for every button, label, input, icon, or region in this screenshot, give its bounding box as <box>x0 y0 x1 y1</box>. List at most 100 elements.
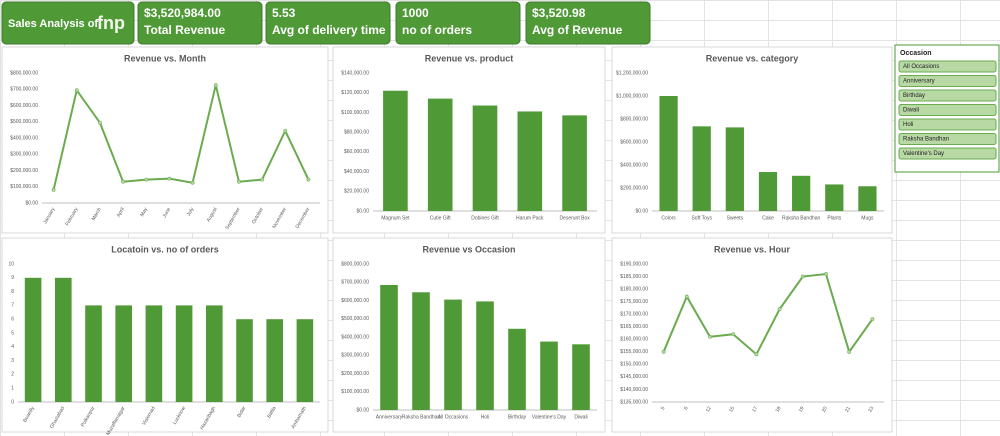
slicer-item-label: Valentine's Day <box>903 151 944 157</box>
y-tick-label: 9 <box>11 275 14 281</box>
point <box>800 274 805 279</box>
point <box>306 177 311 182</box>
point <box>213 83 218 88</box>
bar <box>725 127 744 211</box>
point <box>708 334 712 339</box>
slicer-item-label: Birthday <box>903 93 925 99</box>
x-tick-label: Diwali <box>574 414 587 420</box>
y-tick-label: $700,000.00 <box>10 87 38 93</box>
bar <box>540 341 558 410</box>
point <box>74 88 79 93</box>
x-tick-label: Sweets <box>727 215 744 221</box>
y-tick-label: $1,000,000.00 <box>616 93 648 99</box>
y-tick-label: $800,000.00 <box>620 116 648 122</box>
y-tick-label: $165,000.00 <box>620 324 648 330</box>
slicer-item-label: Raksha Bandhan <box>903 137 949 143</box>
y-tick-label: $0.00 <box>25 200 38 206</box>
chart-panel <box>332 237 606 433</box>
chart: Revenue vs. product $0.00 $20,000.00 $40,00… <box>332 46 606 234</box>
x-tick-label: 23 <box>867 405 875 413</box>
x-tick-label: Colors <box>661 215 676 221</box>
chart-title: Locatoin vs. no of orders <box>111 244 219 254</box>
y-tick-label: $1,200,000.00 <box>616 70 648 76</box>
x-tick-label: 6 <box>683 405 690 411</box>
slicer-item-label: All Occasions <box>903 64 939 70</box>
y-tick-label: $40,000.00 <box>344 169 369 175</box>
y-tick-label: $0.00 <box>356 407 369 413</box>
kpi-card: 1000 no of orders <box>395 1 521 45</box>
x-tick-label: Mugs <box>861 215 874 221</box>
y-tick-label: $200,000.00 <box>620 185 648 191</box>
slicer-item[interactable] <box>898 75 997 87</box>
y-tick-label: $500,000.00 <box>341 316 369 322</box>
slicer-item[interactable] <box>898 104 997 116</box>
x-tick-label: July <box>186 206 196 217</box>
y-tick-label: $700,000.00 <box>341 280 369 286</box>
y-tick-label: $120,000.00 <box>341 90 369 96</box>
x-tick-label: Raksha Bandhan <box>402 414 441 420</box>
y-tick-label: $150,000.00 <box>620 362 648 368</box>
x-tick-label: Anniversary <box>376 414 403 420</box>
bar <box>444 299 462 410</box>
x-tick-label: Deserunt Box <box>559 215 590 221</box>
point <box>754 352 759 357</box>
x-tick-label: Cutie Gift <box>430 215 451 221</box>
chart-title: Revenue vs. category <box>706 53 799 63</box>
x-tick-label: Dobines Gift <box>471 215 499 221</box>
slicer: Occasion All Occasions Anniversary Birthday… <box>894 44 1000 173</box>
bar <box>572 344 590 410</box>
chart-panel <box>332 46 606 234</box>
y-tick-label: $0.00 <box>356 208 369 214</box>
point <box>870 317 875 322</box>
dashboard-title: Sales Analysis of <box>8 18 98 30</box>
y-tick-label: $140,000.00 <box>620 387 648 393</box>
y-tick-label: 5 <box>11 330 14 336</box>
bar <box>659 96 678 211</box>
bar <box>472 105 498 211</box>
slicer-item[interactable] <box>898 89 997 102</box>
slicer-item-label: Diwali <box>903 108 919 114</box>
x-tick-label: Bidar <box>236 405 247 418</box>
point <box>684 294 689 299</box>
point <box>260 177 264 182</box>
x-tick-label: Valentine's Day <box>532 414 567 420</box>
point <box>98 120 102 125</box>
kpi-label: Total Revenue <box>144 23 225 37</box>
y-tick-label: $400,000.00 <box>10 135 38 141</box>
x-tick-label: 12 <box>705 405 713 413</box>
slicer-item[interactable] <box>898 118 997 131</box>
chart: Revenue vs. Month $0.00 $100,000.00 $200,00… <box>1 46 329 234</box>
bar <box>412 292 430 410</box>
y-tick-label: $400,000.00 <box>341 334 369 340</box>
point <box>661 349 666 354</box>
y-tick-label: $600,000.00 <box>10 103 38 109</box>
chart: Revenue vs. category $0.00 $200,000.00 $400… <box>611 46 893 234</box>
slicer-item[interactable] <box>898 60 997 73</box>
kpi-box <box>525 1 651 45</box>
y-tick-label: $60,000.00 <box>344 149 369 155</box>
kpi-label: Avg of delivery time <box>272 23 386 37</box>
bar <box>476 301 494 410</box>
x-tick-label: June <box>162 206 173 219</box>
y-tick-label: $600,000.00 <box>341 298 369 304</box>
bar <box>54 277 72 402</box>
y-tick-label: $160,000.00 <box>620 337 648 343</box>
y-tick-label: $100,000.00 <box>10 184 38 190</box>
y-tick-label: $190,000.00 <box>620 261 648 267</box>
y-tick-label: 6 <box>11 317 14 323</box>
slicer-item[interactable] <box>898 147 997 160</box>
kpi-box <box>395 1 521 45</box>
line <box>52 84 310 191</box>
y-tick-label: $800,000.00 <box>10 70 38 76</box>
y-tick-label: $135,000.00 <box>620 399 648 405</box>
bar <box>858 186 877 211</box>
x-tick-label: Soft Toys <box>691 215 712 221</box>
slicer-item-label: Holi <box>903 122 913 128</box>
y-tick-label: $600,000.00 <box>620 139 648 145</box>
chart-title: Revenue vs. Hour <box>714 244 791 254</box>
bar <box>562 115 587 211</box>
slicer-item[interactable] <box>898 133 997 145</box>
y-tick-label: $180,000.00 <box>620 286 648 292</box>
bar <box>383 90 408 211</box>
bar <box>517 111 543 211</box>
